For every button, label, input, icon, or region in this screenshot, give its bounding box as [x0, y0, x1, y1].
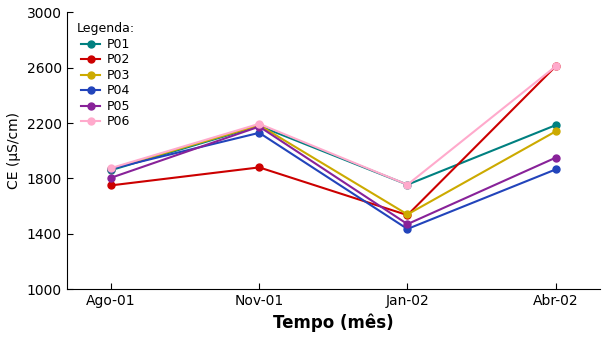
Line: P05: P05 [107, 123, 559, 227]
P05 [107, 176, 115, 180]
P04 [256, 131, 263, 135]
P03 [404, 213, 411, 217]
P03 [552, 129, 559, 134]
Line: P06: P06 [107, 63, 559, 188]
P03 [107, 167, 115, 171]
P02 [107, 183, 115, 187]
P04 [107, 167, 115, 171]
P02 [256, 165, 263, 170]
P04 [404, 227, 411, 231]
P02 [404, 213, 411, 217]
P06 [552, 64, 559, 68]
P05 [256, 124, 263, 128]
Line: P04: P04 [107, 129, 559, 233]
P06 [404, 183, 411, 187]
Line: P02: P02 [107, 63, 559, 219]
Line: P01: P01 [107, 122, 559, 188]
X-axis label: Tempo (mês): Tempo (mês) [273, 314, 394, 332]
P02 [552, 64, 559, 68]
Legend: P01, P02, P03, P04, P05, P06: P01, P02, P03, P04, P05, P06 [73, 19, 138, 132]
P04 [552, 167, 559, 172]
P05 [552, 156, 559, 160]
P01 [256, 124, 263, 128]
P05 [404, 222, 411, 226]
P01 [404, 183, 411, 187]
P01 [107, 168, 115, 172]
P06 [256, 122, 263, 126]
P03 [256, 123, 263, 127]
P01 [552, 123, 559, 127]
Line: P03: P03 [107, 122, 559, 218]
P06 [107, 166, 115, 170]
Y-axis label: CE (μS/cm): CE (μS/cm) [7, 112, 21, 189]
